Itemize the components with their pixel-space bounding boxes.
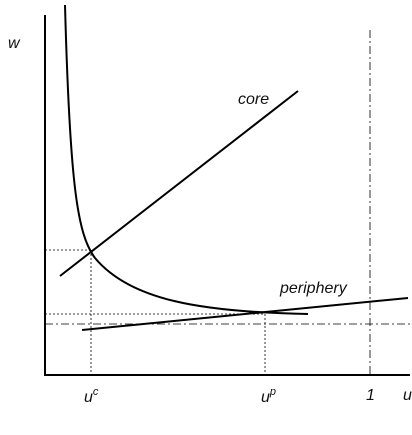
core-line [59,90,299,277]
x-axis-label: u [403,387,412,404]
indifference-curve [64,4,309,315]
y-axis-label: w [8,35,21,52]
periphery-line [81,297,409,331]
x-mark-label: uc [84,386,99,406]
core-label: core [238,91,269,108]
periphery-label: periphery [279,280,348,297]
x-mark-label: up [261,386,276,406]
x-mark-label: 1 [366,387,375,404]
